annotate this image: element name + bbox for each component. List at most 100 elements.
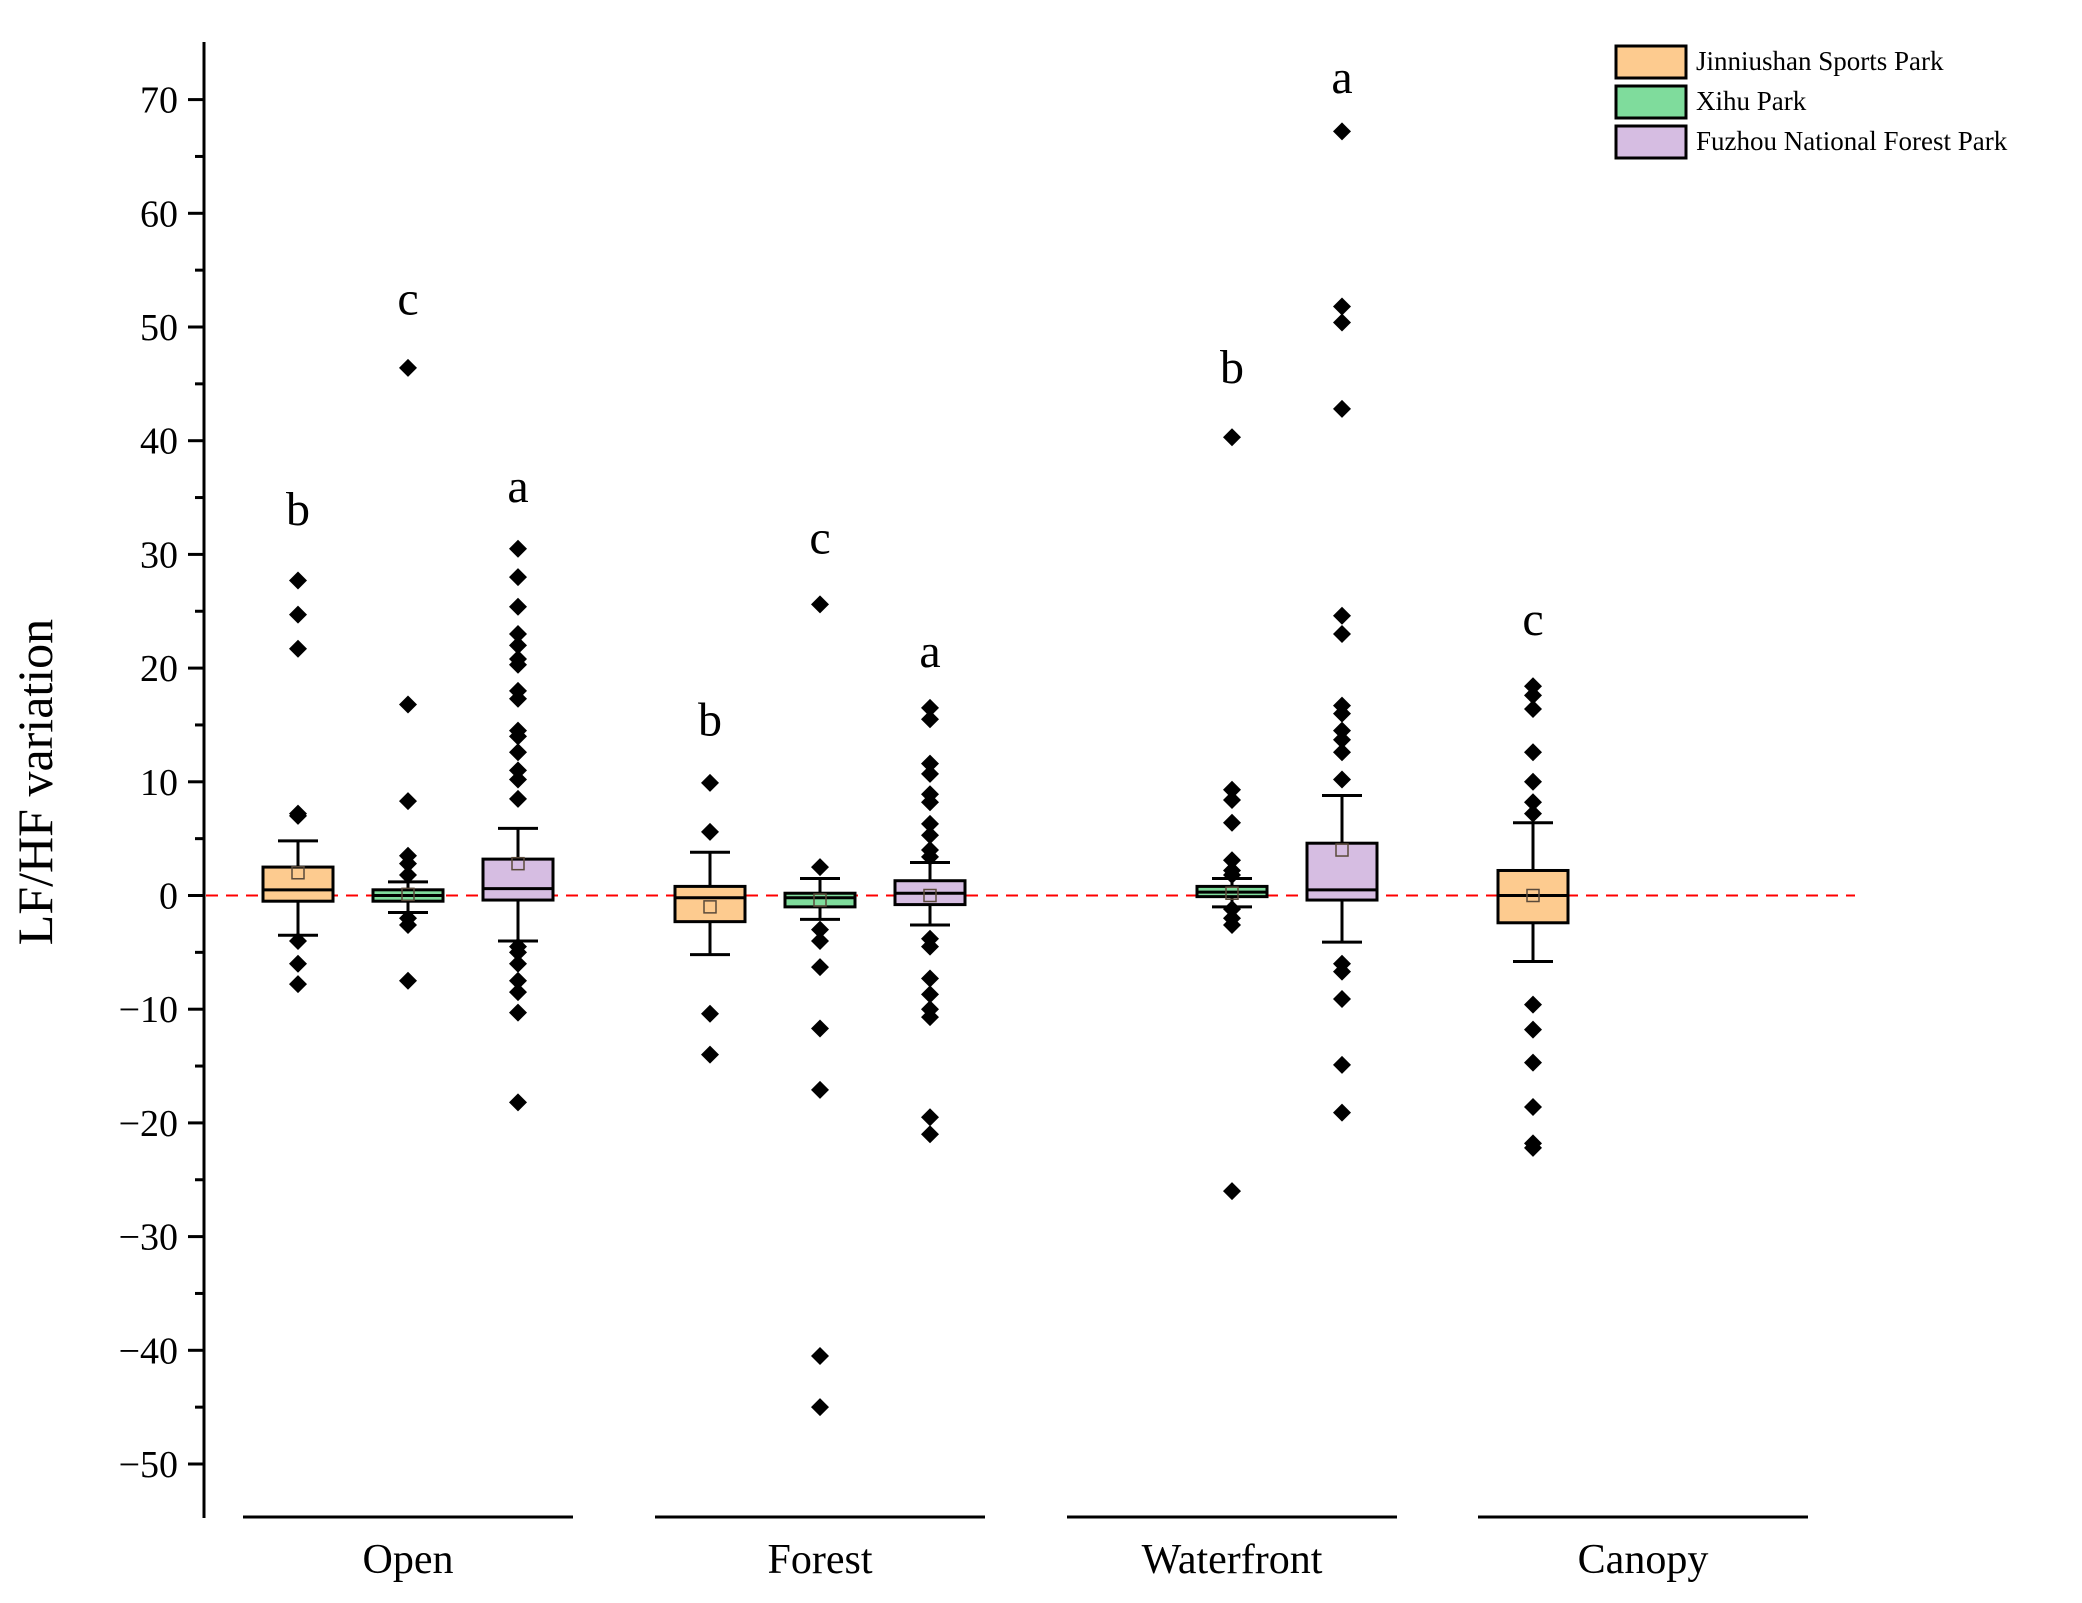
outlier-point (509, 539, 527, 558)
outlier-point (921, 754, 939, 773)
outlier-point (921, 937, 939, 956)
outlier-point (1524, 700, 1542, 719)
outlier-point (701, 773, 719, 792)
outlier-point (1333, 770, 1351, 789)
outlier-point (1524, 1097, 1542, 1116)
outlier-point (399, 358, 417, 377)
mean-marker (401, 887, 415, 902)
outlier-point (509, 636, 527, 655)
outlier-point (289, 975, 307, 994)
outlier-point (1524, 772, 1542, 791)
outlier-point (701, 822, 719, 841)
outlier-point (289, 571, 307, 590)
iqr-box (261, 865, 335, 903)
significance-letter: b (1220, 341, 1244, 394)
outlier-point (289, 931, 307, 950)
outlier-point (811, 1398, 829, 1417)
outlier-point (289, 806, 307, 825)
outlier-point (399, 792, 417, 811)
outlier-point (509, 971, 527, 990)
outlier-point (1223, 790, 1241, 809)
outlier-point (1333, 606, 1351, 625)
outlier-point (921, 698, 939, 717)
legend-label: Xihu Park (1696, 86, 1807, 116)
legend: Jinniushan Sports Park Xihu Park Fuzhou Na… (1614, 44, 2008, 160)
y-tick-label: −10 (119, 989, 178, 1031)
outlier-point (509, 1093, 527, 1112)
box-group: a (1305, 51, 1379, 1122)
box-group: a (481, 460, 555, 1112)
outlier-point (509, 983, 527, 1002)
outlier-point (921, 814, 939, 833)
y-tick-label: 10 (140, 762, 178, 804)
y-tick-label: 0 (159, 876, 178, 918)
significance-letter: c (809, 511, 830, 564)
iqr-box (1305, 841, 1379, 902)
outlier-point (1524, 1020, 1542, 1039)
boxes-layer: b c a b c a b a c (261, 51, 1570, 1417)
outlier-point (509, 597, 527, 616)
outlier-point (1333, 399, 1351, 418)
legend-label: Fuzhou National Forest Park (1696, 126, 2008, 156)
outlier-point (399, 971, 417, 990)
outlier-point (1223, 1182, 1241, 1201)
outlier-point (399, 695, 417, 714)
outlier-point (289, 639, 307, 658)
outlier-point (1333, 624, 1351, 643)
outlier-point (509, 655, 527, 674)
box-group: c (371, 273, 445, 990)
outlier-point (1333, 122, 1351, 141)
outlier-point (1223, 900, 1241, 919)
y-tick-label: −40 (119, 1330, 178, 1372)
y-tick-label: 60 (140, 193, 178, 235)
outlier-point (1333, 730, 1351, 749)
outlier-point (509, 954, 527, 973)
significance-letter: a (1331, 51, 1352, 104)
y-axis-label: LF/HF variation (7, 619, 63, 945)
outlier-point (811, 858, 829, 877)
y-tick-label: 40 (140, 421, 178, 463)
outlier-point (811, 931, 829, 950)
legend-label: Jinniushan Sports Park (1696, 46, 1944, 76)
outlier-point (1333, 989, 1351, 1008)
significance-letter: b (286, 483, 310, 536)
iqr-box (481, 857, 555, 902)
outlier-point (1524, 1053, 1542, 1072)
outlier-point (1333, 1055, 1351, 1074)
outlier-point (1524, 793, 1542, 812)
box-group: b (1195, 341, 1269, 1201)
outlier-point (701, 1004, 719, 1023)
outlier-point (1524, 804, 1542, 823)
y-tick-label: −50 (119, 1444, 178, 1486)
y-tick-label: 30 (140, 534, 178, 576)
outlier-point (1333, 297, 1351, 316)
mean-marker (1526, 888, 1540, 903)
outlier-point (509, 761, 527, 780)
outlier-point (921, 793, 939, 812)
outlier-point (509, 624, 527, 643)
outlier-point (399, 916, 417, 935)
mean-marker (1225, 886, 1239, 900)
outlier-point (1223, 916, 1241, 935)
y-tick-label: 50 (140, 307, 178, 349)
outlier-point (811, 958, 829, 977)
outlier-point (1524, 995, 1542, 1014)
outlier-point (701, 1045, 719, 1064)
mean-marker (923, 888, 937, 903)
category-label: Canopy (1578, 1537, 1709, 1583)
mean-marker (703, 900, 717, 914)
significance-letter: a (919, 625, 940, 678)
significance-letter: c (1522, 593, 1543, 646)
y-tick-label: 20 (140, 648, 178, 690)
outlier-point (1333, 1103, 1351, 1122)
outlier-point (289, 605, 307, 624)
outlier-point (509, 789, 527, 808)
box-group: a (893, 625, 967, 1144)
outlier-point (921, 710, 939, 729)
outlier-point (811, 1346, 829, 1365)
outlier-point (811, 920, 829, 939)
outlier-point (289, 954, 307, 973)
outlier-point (811, 1019, 829, 1038)
significance-letter: a (507, 460, 528, 513)
outlier-point (399, 854, 417, 873)
